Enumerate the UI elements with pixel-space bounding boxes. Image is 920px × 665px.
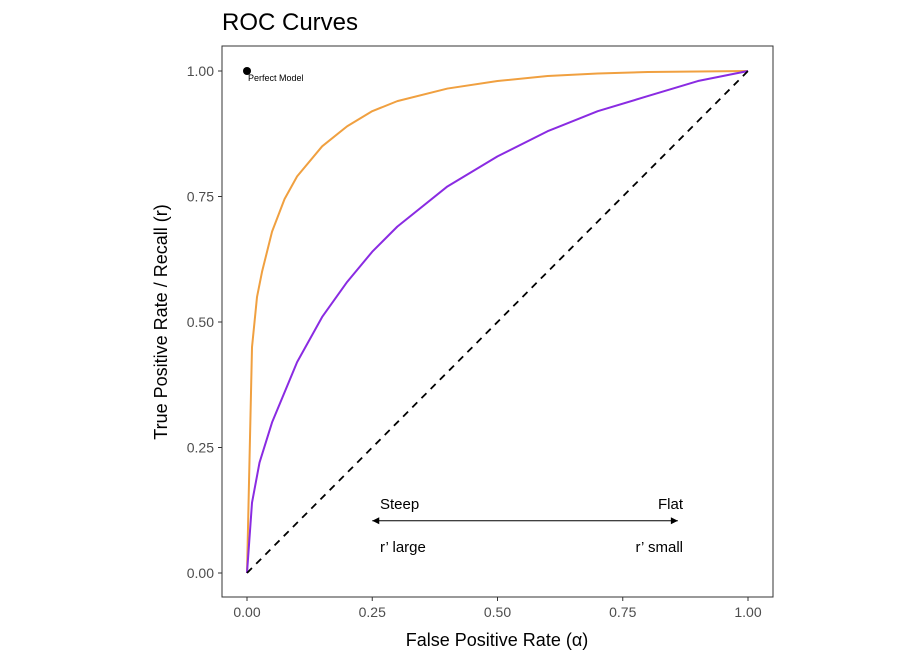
flat-label: Flat (658, 496, 684, 513)
x-tick-label: 0.25 (359, 604, 386, 620)
purple-roc-curve (246, 70, 749, 574)
x-tick-label: 0.00 (233, 604, 260, 620)
orange-roc-curve (246, 70, 749, 574)
y-tick-label: 0.75 (187, 189, 214, 205)
y-tick-label: 0.25 (187, 440, 214, 456)
perfect-model-label: Perfect Model (248, 73, 304, 83)
y-axis-title: True Positive Rate / Recall (r) (151, 204, 171, 439)
y-tick-label: 1.00 (187, 63, 214, 79)
random-baseline-line (246, 70, 749, 574)
y-tick-label: 0.50 (187, 314, 214, 330)
r-large-label: r’ large (380, 539, 426, 556)
arrow-head-right (670, 517, 678, 525)
x-tick-label: 1.00 (734, 604, 761, 620)
series-layer: Perfect Model (243, 67, 749, 574)
r-small-label: r’ small (636, 539, 684, 556)
x-tick-label: 0.75 (609, 604, 636, 620)
axis-ticks: 0.00 0.25 0.50 0.75 1.00 0.00 0.25 0.50 0.75 1.00 (187, 63, 762, 620)
chart-title: ROC Curves (222, 9, 358, 36)
x-tick-label: 0.50 (484, 604, 511, 620)
perfect-model-point (243, 67, 251, 75)
annotation-layer: Steep Flat r’ large r’ small (372, 496, 684, 556)
x-axis-title: False Positive Rate (α) (406, 630, 588, 650)
steep-label: Steep (380, 496, 419, 513)
arrow-head-left (372, 517, 380, 525)
y-tick-label: 0.00 (187, 565, 214, 581)
